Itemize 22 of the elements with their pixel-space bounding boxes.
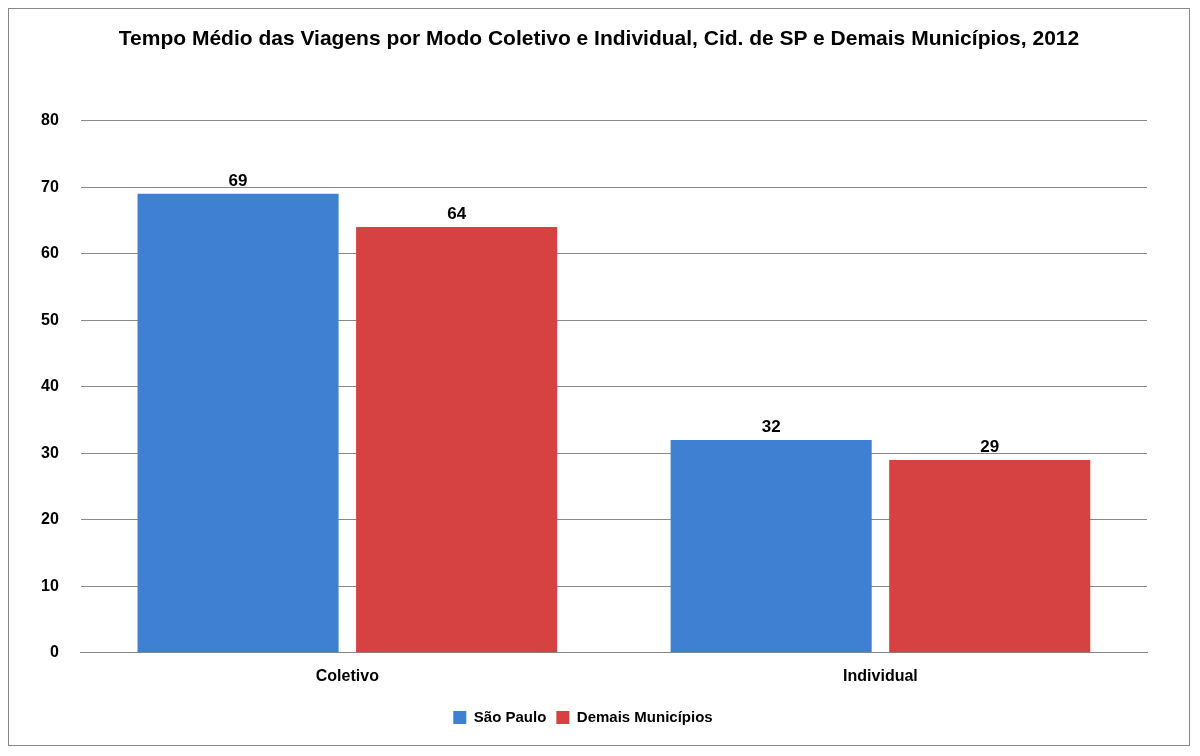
y-tick-label: 40	[41, 377, 59, 395]
data-label: 29	[980, 437, 1000, 457]
legend-label: Demais Municípios	[576, 707, 713, 725]
bar	[137, 193, 339, 653]
y-tick-label: 70	[41, 177, 59, 195]
y-tick-label: 10	[41, 576, 59, 594]
data-label: 64	[447, 204, 467, 224]
x-tick-label: Coletivo	[315, 666, 380, 684]
y-tick-label: 50	[41, 310, 59, 328]
legend-label: São Paulo	[473, 707, 547, 725]
y-tick-label: 20	[41, 510, 59, 528]
data-label: 69	[228, 170, 248, 190]
bar	[670, 439, 872, 653]
bar	[889, 459, 1091, 653]
chart-title: Tempo Médio das Viagens por Modo Coletivo e Individual, Cid. de SP e Demais Municípios, 2012	[117, 25, 1081, 51]
y-tick-label: 30	[41, 443, 59, 461]
data-label: 32	[761, 417, 781, 437]
y-tick-label: 0	[49, 643, 59, 661]
x-tick-label: Individual	[843, 666, 918, 684]
bar	[356, 227, 558, 653]
y-tick-label: 60	[41, 244, 59, 262]
y-tick-label: 80	[41, 111, 59, 129]
